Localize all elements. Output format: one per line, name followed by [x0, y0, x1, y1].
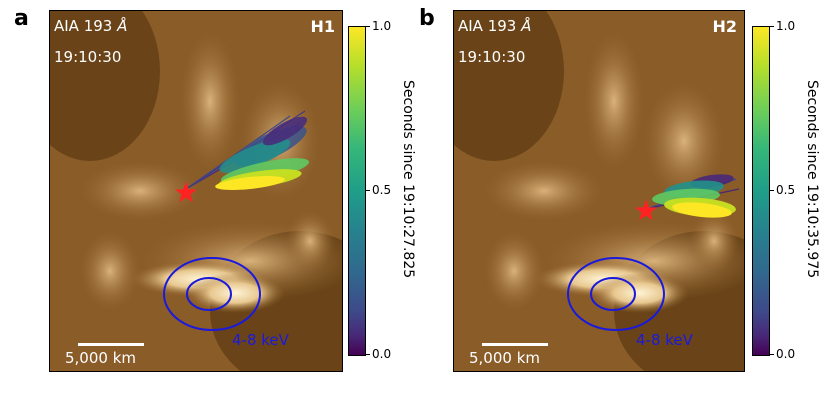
colorbar-label-b: Seconds since 19:10:35.975 — [804, 80, 820, 279]
event-label-b: H2 — [712, 17, 737, 36]
colorbar-tick-a-mid — [365, 190, 370, 191]
image-panel-a: AIA 193 Å 19:10:30 H1 5,000 km 4-8 keV — [49, 10, 343, 372]
xray-contours-a — [163, 257, 261, 331]
source-points-b — [645, 174, 740, 218]
scale-bar-a — [78, 343, 144, 346]
source-points-a — [185, 110, 310, 190]
panel-letter-a: a — [14, 6, 29, 31]
colorbar-ticklabel-a-3: 0.0 — [372, 347, 392, 361]
image-panel-b: AIA 193 Å 19:10:30 H2 5,000 km 4-8 keV — [453, 10, 745, 372]
colorbar-ticklabel-a-2: 0.5 — [372, 183, 392, 197]
star-icon — [635, 199, 657, 221]
scale-label-a: 5,000 km — [65, 349, 137, 367]
instrument-label-b: AIA 193 Å — [458, 17, 532, 35]
aia-image-b — [454, 11, 744, 371]
xray-contours-b — [567, 257, 665, 331]
energy-label-a: 4-8 keV — [232, 331, 289, 349]
colorbar-b — [752, 26, 770, 356]
colorbar-label-a: Seconds since 19:10:27.825 — [400, 80, 416, 279]
energy-label-b: 4-8 keV — [636, 331, 693, 349]
colorbar-a — [348, 26, 366, 356]
event-label-a: H1 — [310, 17, 335, 36]
scale-label-b: 5,000 km — [469, 349, 541, 367]
aia-image-a — [50, 11, 342, 371]
time-label-b: 19:10:30 — [458, 48, 526, 66]
colorbar-ticklabel-a-1: 1.0 — [372, 19, 392, 33]
colorbar-tick-a-top — [365, 26, 370, 27]
colorbar-tick-b-mid — [769, 190, 774, 191]
instrument-label-a: AIA 193 Å — [54, 17, 128, 35]
colorbar-ticklabel-b-2: 0.5 — [776, 183, 796, 197]
scale-bar-b — [482, 343, 548, 346]
colorbar-ticklabel-b-1: 1.0 — [776, 19, 796, 33]
star-icon — [175, 181, 197, 203]
colorbar-tick-b-top — [769, 26, 774, 27]
colorbar-tick-a-bottom — [365, 354, 370, 355]
colorbar-ticklabel-b-3: 0.0 — [776, 347, 796, 361]
time-label-a: 19:10:30 — [54, 48, 122, 66]
panel-letter-b: b — [419, 6, 435, 31]
colorbar-tick-b-bottom — [769, 354, 774, 355]
